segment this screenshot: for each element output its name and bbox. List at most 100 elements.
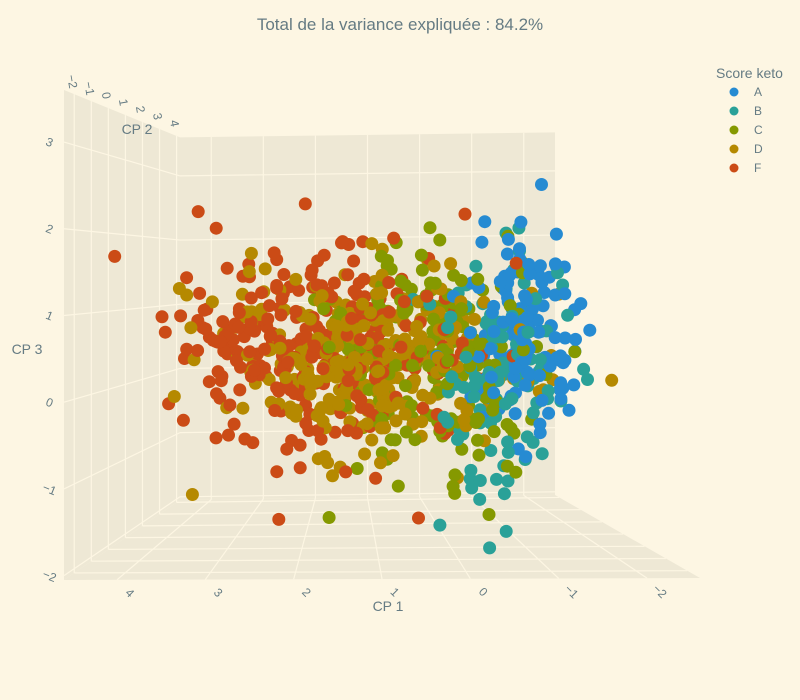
data-point-F[interactable] xyxy=(369,471,383,485)
data-point-A[interactable] xyxy=(513,242,526,256)
data-point-C[interactable] xyxy=(399,425,413,439)
data-point-C[interactable] xyxy=(322,511,336,524)
data-point-B[interactable] xyxy=(464,463,478,477)
data-point-A[interactable] xyxy=(548,288,562,302)
data-point-D[interactable] xyxy=(372,383,386,397)
data-point-D[interactable] xyxy=(332,398,346,411)
data-point-A[interactable] xyxy=(520,310,534,324)
data-point-C[interactable] xyxy=(516,343,530,357)
data-point-B[interactable] xyxy=(526,406,540,420)
data-point-D[interactable] xyxy=(410,320,424,333)
data-point-F[interactable] xyxy=(223,398,237,412)
data-point-B[interactable] xyxy=(498,397,512,411)
data-point-C[interactable] xyxy=(494,340,508,354)
data-point-A[interactable] xyxy=(542,406,556,420)
data-point-C[interactable] xyxy=(471,433,484,447)
data-point-A[interactable] xyxy=(523,267,537,281)
data-point-F[interactable] xyxy=(347,284,361,298)
data-point-C[interactable] xyxy=(503,299,517,313)
data-point-B[interactable] xyxy=(484,444,498,457)
data-point-A[interactable] xyxy=(493,275,507,288)
data-point-F[interactable] xyxy=(347,254,361,268)
data-point-C[interactable] xyxy=(414,344,428,358)
data-point-A[interactable] xyxy=(519,450,533,464)
data-point-D[interactable] xyxy=(457,413,471,427)
data-point-D[interactable] xyxy=(382,348,395,362)
data-point-C[interactable] xyxy=(441,354,455,368)
data-point-F[interactable] xyxy=(176,413,190,427)
data-point-F[interactable] xyxy=(216,315,230,329)
data-point-F[interactable] xyxy=(339,465,353,479)
data-point-F[interactable] xyxy=(180,271,194,285)
data-point-C[interactable] xyxy=(454,274,468,287)
data-point-F[interactable] xyxy=(264,328,278,342)
data-point-D[interactable] xyxy=(358,447,372,461)
data-point-D[interactable] xyxy=(330,319,344,333)
data-point-A[interactable] xyxy=(535,178,548,191)
data-point-F[interactable] xyxy=(158,325,172,339)
data-point-B[interactable] xyxy=(501,474,515,488)
data-point-F[interactable] xyxy=(209,431,223,445)
data-point-D[interactable] xyxy=(303,312,317,326)
data-point-A[interactable] xyxy=(514,215,528,229)
data-point-D[interactable] xyxy=(244,246,258,260)
data-point-F[interactable] xyxy=(341,374,355,388)
data-point-F[interactable] xyxy=(180,342,194,356)
data-point-F[interactable] xyxy=(288,387,302,400)
data-point-A[interactable] xyxy=(478,215,492,229)
data-point-F[interactable] xyxy=(394,340,408,354)
data-point-F[interactable] xyxy=(387,231,401,245)
data-point-C[interactable] xyxy=(424,276,437,290)
data-point-C[interactable] xyxy=(446,479,460,493)
data-point-A[interactable] xyxy=(574,297,588,311)
data-point-D[interactable] xyxy=(398,407,412,421)
data-point-A[interactable] xyxy=(533,417,547,431)
data-point-F[interactable] xyxy=(316,362,330,376)
data-point-F[interactable] xyxy=(213,335,227,349)
data-point-F[interactable] xyxy=(361,403,375,417)
data-point-D[interactable] xyxy=(303,372,317,386)
data-point-C[interactable] xyxy=(362,383,376,397)
data-point-D[interactable] xyxy=(454,396,468,410)
data-point-F[interactable] xyxy=(458,207,472,221)
data-point-C[interactable] xyxy=(389,358,403,372)
data-point-B[interactable] xyxy=(541,384,555,398)
data-point-A[interactable] xyxy=(558,331,572,345)
data-point-A[interactable] xyxy=(554,392,568,406)
data-point-D[interactable] xyxy=(427,259,441,273)
data-point-F[interactable] xyxy=(214,374,228,388)
data-point-F[interactable] xyxy=(293,438,307,452)
data-point-F[interactable] xyxy=(244,315,258,329)
data-point-D[interactable] xyxy=(303,387,317,401)
data-point-A[interactable] xyxy=(508,407,522,421)
data-point-F[interactable] xyxy=(353,333,367,347)
data-point-A[interactable] xyxy=(487,299,501,313)
data-point-A[interactable] xyxy=(567,378,581,392)
data-point-C[interactable] xyxy=(426,312,440,326)
data-point-D[interactable] xyxy=(416,388,430,402)
data-point-A[interactable] xyxy=(543,359,557,373)
data-point-B[interactable] xyxy=(445,370,459,384)
data-point-F[interactable] xyxy=(193,286,207,300)
data-point-B[interactable] xyxy=(520,430,534,444)
data-point-F[interactable] xyxy=(270,381,284,395)
data-point-A[interactable] xyxy=(500,247,514,261)
data-point-B[interactable] xyxy=(437,410,451,424)
data-point-F[interactable] xyxy=(289,304,303,318)
data-point-D[interactable] xyxy=(316,414,330,428)
data-point-F[interactable] xyxy=(280,442,294,456)
data-point-A[interactable] xyxy=(535,393,549,407)
data-point-F[interactable] xyxy=(238,432,252,446)
data-point-A[interactable] xyxy=(484,370,498,384)
data-point-F[interactable] xyxy=(341,268,355,282)
data-point-B[interactable] xyxy=(521,325,535,339)
data-point-D[interactable] xyxy=(381,323,395,337)
data-point-A[interactable] xyxy=(518,378,532,392)
data-point-A[interactable] xyxy=(533,369,546,383)
data-point-A[interactable] xyxy=(558,287,572,301)
data-point-F[interactable] xyxy=(455,336,469,350)
data-point-D[interactable] xyxy=(389,414,403,428)
data-point-F[interactable] xyxy=(305,350,319,364)
data-point-A[interactable] xyxy=(487,386,501,400)
